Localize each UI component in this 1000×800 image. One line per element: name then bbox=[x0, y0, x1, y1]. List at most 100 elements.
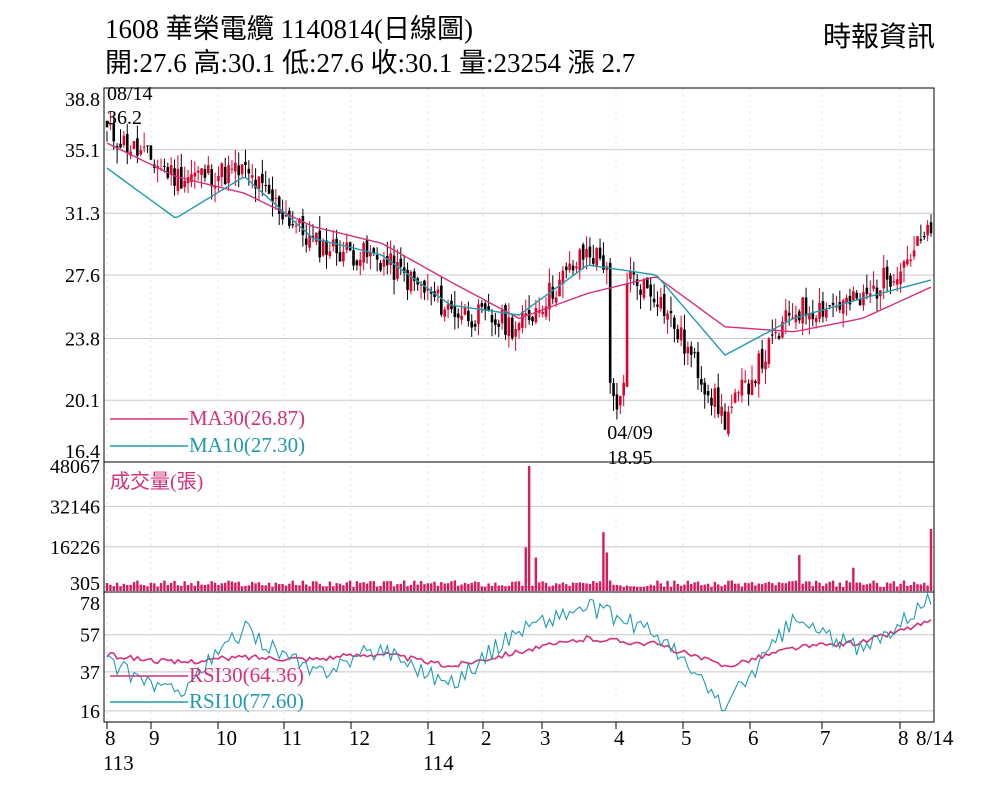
candle-body bbox=[223, 167, 227, 184]
candle-body bbox=[456, 313, 460, 318]
volume-bar bbox=[727, 580, 730, 591]
candle-body bbox=[325, 240, 328, 256]
price-tick-label: 27.6 bbox=[65, 265, 100, 287]
candle-body bbox=[926, 224, 929, 236]
candle-body bbox=[767, 338, 771, 364]
candle-body bbox=[642, 279, 646, 298]
candle-body bbox=[548, 282, 551, 310]
price-tick-label: 23.8 bbox=[65, 328, 100, 350]
volume-bar bbox=[808, 581, 811, 591]
candle-body bbox=[203, 169, 207, 178]
volume-bar bbox=[274, 582, 278, 591]
legend-label: MA30(26.87) bbox=[189, 406, 305, 430]
volume-bar bbox=[453, 580, 457, 591]
candle-body bbox=[683, 329, 686, 354]
candle-body bbox=[399, 258, 403, 267]
volume-bar bbox=[598, 581, 602, 591]
volume-bar bbox=[852, 567, 855, 591]
candle-body bbox=[602, 255, 605, 270]
volume-bar bbox=[504, 586, 507, 591]
volume-bar bbox=[713, 581, 717, 591]
volume-bar bbox=[105, 582, 109, 591]
legends: MA30(26.87) MA10(27.30) RSI30(64.36)RSI10(… bbox=[110, 406, 305, 713]
high-value-label: 36.2 bbox=[107, 107, 142, 129]
candle-body bbox=[500, 309, 504, 324]
volume-tick-label: 32146 bbox=[50, 496, 100, 518]
volume-bar bbox=[288, 583, 291, 591]
candle-body bbox=[646, 277, 649, 289]
volume-bar bbox=[744, 582, 747, 591]
candle-body bbox=[757, 353, 761, 385]
candle-body bbox=[301, 215, 305, 236]
candle-body bbox=[740, 379, 744, 396]
candle-body bbox=[220, 163, 224, 178]
candle-body bbox=[889, 275, 892, 287]
candle-body bbox=[250, 175, 254, 178]
candle-body bbox=[676, 329, 680, 340]
candle-body bbox=[112, 123, 116, 142]
candle-body bbox=[294, 225, 298, 227]
volume-bar bbox=[673, 580, 676, 591]
volume-bar bbox=[889, 583, 892, 591]
volume-bar bbox=[896, 586, 899, 591]
candle-body bbox=[244, 161, 247, 165]
volume-bar bbox=[223, 582, 227, 591]
volume-bar bbox=[730, 580, 733, 591]
candle-body bbox=[598, 247, 602, 259]
volume-bar bbox=[632, 586, 636, 591]
volume-bar bbox=[679, 585, 683, 591]
volume-bar bbox=[929, 528, 933, 591]
volume-bar bbox=[511, 581, 514, 591]
volume-bar bbox=[835, 586, 838, 591]
candle-body bbox=[318, 230, 322, 258]
candle-body bbox=[743, 380, 747, 383]
volume-bar bbox=[777, 582, 781, 591]
volume-bar bbox=[146, 586, 149, 591]
volume-bar bbox=[683, 584, 686, 591]
volume-bar bbox=[916, 584, 919, 591]
volume-bar bbox=[500, 585, 504, 591]
candle-body bbox=[686, 346, 690, 354]
candle-body bbox=[791, 317, 794, 319]
candle-body bbox=[571, 265, 575, 271]
candle-body bbox=[487, 306, 490, 311]
volume-bar bbox=[612, 584, 615, 591]
volume-bar bbox=[804, 581, 808, 591]
candle-body bbox=[595, 248, 598, 267]
volume-bar bbox=[196, 581, 200, 591]
volume-bar bbox=[764, 582, 767, 591]
candle-body bbox=[696, 351, 700, 379]
volume-bar bbox=[531, 585, 534, 591]
volume-bar bbox=[429, 583, 433, 591]
volume-bar bbox=[156, 586, 159, 591]
volume-bar bbox=[345, 582, 348, 591]
candle-body bbox=[679, 327, 683, 341]
candle-body bbox=[193, 172, 197, 177]
candle-body bbox=[764, 361, 767, 370]
x-month-label: 8 bbox=[898, 726, 909, 750]
candle-body bbox=[514, 329, 517, 337]
volume-bar bbox=[629, 586, 632, 591]
candle-body bbox=[402, 267, 406, 273]
volume-bar bbox=[220, 583, 224, 591]
candle-body bbox=[146, 145, 149, 147]
ma10-line bbox=[106, 167, 932, 356]
x-month-label: 1 bbox=[426, 726, 437, 750]
price-tick-label: 31.3 bbox=[65, 203, 100, 225]
volume-bar bbox=[298, 585, 301, 591]
volume-bar bbox=[642, 586, 646, 591]
volume-bar bbox=[541, 581, 544, 591]
candle-body bbox=[568, 263, 571, 271]
volume-bars bbox=[105, 466, 933, 591]
volume-bar bbox=[548, 586, 551, 591]
volume-bar bbox=[203, 584, 207, 591]
candle-body bbox=[396, 261, 399, 279]
price-tick-label: 16.4 bbox=[65, 441, 100, 463]
volume-bar bbox=[490, 585, 494, 591]
candle-body bbox=[615, 394, 619, 410]
candle-body bbox=[122, 135, 126, 146]
candle-body bbox=[797, 311, 801, 321]
candle-body bbox=[173, 168, 176, 186]
candle-body bbox=[291, 224, 295, 226]
candle-body bbox=[274, 197, 278, 199]
